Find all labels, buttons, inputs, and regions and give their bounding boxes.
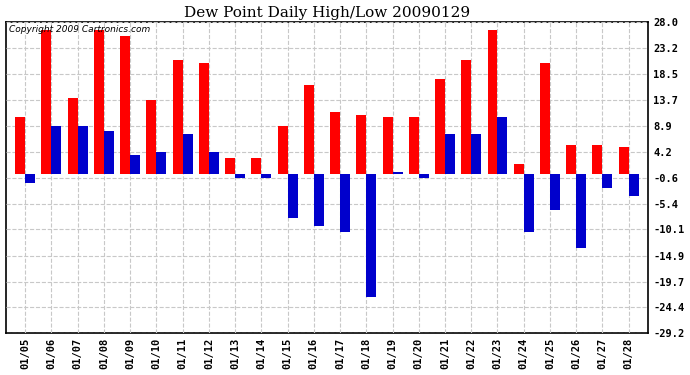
Bar bbox=[566, 144, 576, 174]
Bar bbox=[514, 164, 524, 174]
Bar bbox=[304, 85, 314, 174]
Bar bbox=[356, 115, 366, 174]
Bar bbox=[314, 174, 324, 226]
Bar bbox=[445, 134, 455, 174]
Bar bbox=[471, 134, 481, 174]
Bar bbox=[435, 79, 445, 174]
Bar bbox=[288, 174, 297, 218]
Bar bbox=[15, 117, 26, 174]
Bar bbox=[524, 174, 533, 232]
Bar bbox=[382, 117, 393, 174]
Text: Copyright 2009 Cartronics.com: Copyright 2009 Cartronics.com bbox=[9, 25, 150, 34]
Bar bbox=[209, 152, 219, 174]
Bar bbox=[540, 63, 550, 174]
Bar bbox=[68, 98, 78, 174]
Bar bbox=[419, 174, 428, 178]
Bar bbox=[619, 147, 629, 174]
Bar bbox=[462, 60, 471, 174]
Bar bbox=[199, 63, 209, 174]
Bar bbox=[52, 126, 61, 174]
Bar bbox=[576, 174, 586, 248]
Bar bbox=[602, 174, 613, 188]
Bar bbox=[277, 126, 288, 174]
Title: Dew Point Daily High/Low 20090129: Dew Point Daily High/Low 20090129 bbox=[184, 6, 470, 20]
Bar bbox=[488, 30, 497, 174]
Bar bbox=[408, 117, 419, 174]
Bar bbox=[157, 152, 166, 174]
Bar bbox=[225, 158, 235, 174]
Bar bbox=[629, 174, 639, 196]
Bar bbox=[330, 112, 340, 174]
Bar bbox=[593, 144, 602, 174]
Bar bbox=[340, 174, 350, 232]
Bar bbox=[104, 131, 114, 174]
Bar bbox=[120, 36, 130, 174]
Bar bbox=[251, 158, 262, 174]
Bar bbox=[393, 172, 402, 174]
Bar bbox=[26, 174, 35, 183]
Bar bbox=[262, 174, 271, 178]
Bar bbox=[41, 30, 52, 174]
Bar bbox=[235, 174, 245, 178]
Bar bbox=[183, 134, 193, 174]
Bar bbox=[366, 174, 376, 297]
Bar bbox=[94, 30, 104, 174]
Bar bbox=[146, 100, 157, 174]
Bar bbox=[172, 60, 183, 174]
Bar bbox=[497, 117, 507, 174]
Bar bbox=[78, 126, 88, 174]
Bar bbox=[130, 155, 140, 174]
Bar bbox=[550, 174, 560, 210]
